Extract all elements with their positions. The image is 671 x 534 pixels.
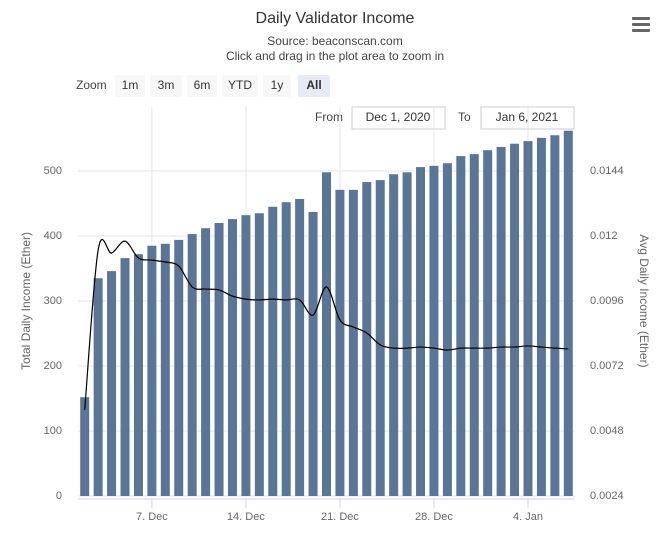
zoom-button-label: All (306, 78, 321, 92)
bar (281, 202, 291, 496)
y-tick-label: 400 (44, 230, 62, 242)
from-value: Dec 1, 2020 (366, 110, 431, 124)
bar (80, 397, 90, 496)
bar (268, 206, 278, 496)
bar (416, 167, 426, 496)
bar (133, 254, 143, 496)
y-axis-title: Total Daily Income (Ether) (19, 232, 33, 370)
bar (174, 239, 184, 496)
y-tick-label: 500 (44, 165, 62, 177)
bar (523, 141, 533, 496)
bar (389, 174, 399, 496)
from-input[interactable] (351, 106, 446, 130)
bar (362, 182, 372, 497)
bar (201, 228, 211, 496)
from-label: From (315, 110, 343, 124)
chart-subtitle: Source: beaconscan.com (267, 34, 402, 48)
x-tick-label: 7. Dec (136, 511, 168, 523)
bar (348, 189, 358, 496)
menu-icon-bar (632, 29, 650, 32)
x-tick-label: 21. Dec (321, 511, 359, 523)
bar (214, 223, 224, 496)
y-tick-label: 0 (56, 490, 62, 502)
y2-tick-label: 0.0144 (590, 165, 624, 177)
bar (254, 213, 264, 496)
menu-button[interactable] (632, 17, 650, 32)
bar (295, 198, 305, 496)
bar (483, 150, 493, 496)
bar (536, 137, 546, 496)
menu-icon-bar (632, 23, 650, 26)
y2-tick-label: 0.012 (590, 230, 618, 242)
zoom-button[interactable] (298, 75, 330, 97)
bar (107, 271, 117, 496)
bar (160, 243, 170, 496)
bar (120, 258, 130, 496)
bar (442, 163, 452, 496)
to-value: Jan 6, 2021 (496, 110, 559, 124)
bar (456, 156, 466, 497)
y2-tick-label: 0.0096 (590, 295, 624, 307)
zoom-label: Zoom (76, 78, 107, 92)
zoom-button-label: 1y (271, 78, 284, 92)
zoom-button[interactable] (263, 75, 291, 97)
x-tick-label: 14. Dec (227, 511, 265, 523)
bar (147, 245, 157, 496)
bar (93, 278, 103, 496)
bar (550, 135, 560, 496)
bar (469, 154, 479, 496)
zoom-button[interactable] (222, 75, 258, 97)
zoom-button-label: YTD (228, 78, 252, 92)
bar (322, 172, 331, 497)
bar (563, 130, 573, 496)
x-tick-label: 28. Dec (415, 511, 453, 523)
bar (375, 180, 385, 496)
chart-subtitle: Click and drag in the plot area to zoom … (226, 49, 444, 63)
bar (187, 234, 197, 497)
bar (227, 219, 237, 496)
menu-icon-bar (632, 17, 650, 20)
y-tick-label: 200 (44, 360, 62, 372)
bar (510, 143, 520, 496)
zoom-button[interactable] (115, 75, 145, 97)
zoom-button[interactable] (187, 75, 217, 97)
y2-axis-title: Avg Daily Income (Ether) (637, 234, 651, 367)
zoom-button[interactable] (150, 75, 182, 97)
y-tick-label: 300 (44, 295, 62, 307)
zoom-button-label: 3m (158, 78, 175, 92)
chart-title: Daily Validator Income (256, 10, 415, 27)
bar (402, 172, 412, 497)
line (84, 239, 569, 410)
bar (335, 189, 345, 496)
bar (496, 146, 506, 496)
bar (241, 215, 251, 496)
x-tick-label: 4. Jan (513, 511, 543, 523)
bar (308, 211, 318, 496)
y2-tick-label: 0.0072 (590, 360, 624, 372)
zoom-button-label: 6m (194, 78, 211, 92)
y-tick-label: 100 (44, 425, 62, 437)
zoom-button-label: 1m (122, 78, 139, 92)
to-label: To (458, 110, 471, 124)
y2-tick-label: 0.0024 (590, 490, 624, 502)
bar (429, 165, 439, 497)
y2-tick-label: 0.0048 (590, 425, 624, 437)
